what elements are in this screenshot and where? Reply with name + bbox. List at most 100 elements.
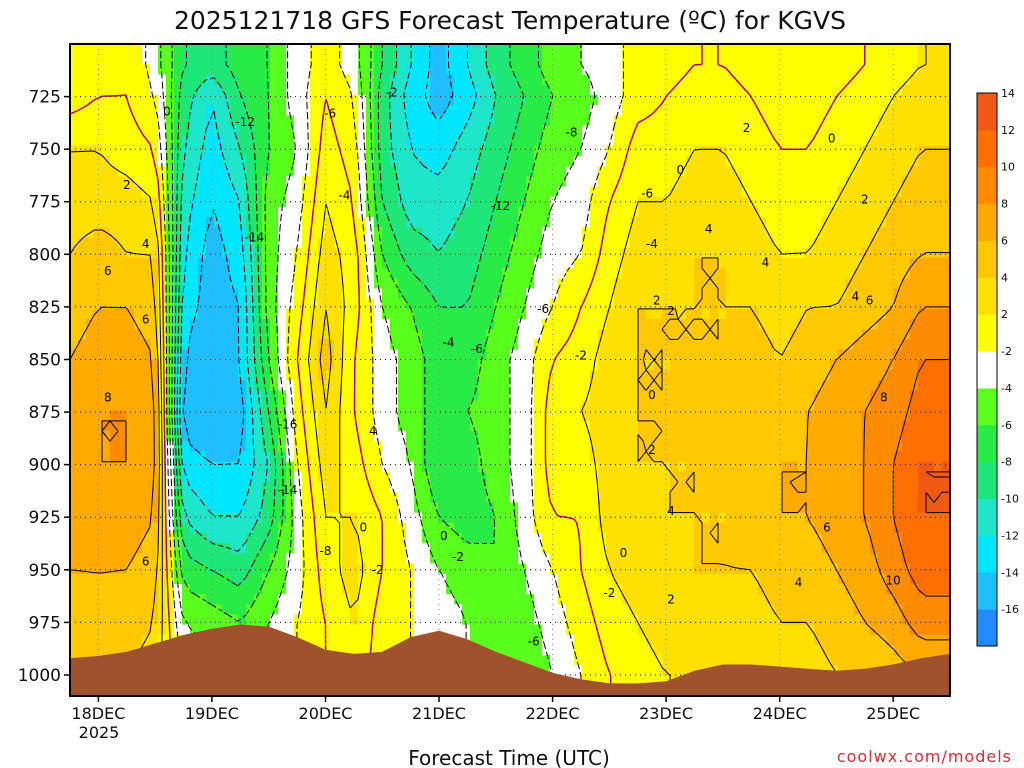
temperature-cell [502,237,511,249]
temperature-cell [606,64,615,76]
temperature-cell [214,156,223,167]
temperature-cell [446,64,455,76]
temperature-cell [526,512,535,524]
temperature-cell [270,115,279,127]
temperature-cell [118,156,127,167]
temperature-cell [190,257,199,269]
temperature-cell [406,105,415,116]
temperature-cell [110,645,119,656]
temperature-cell [278,533,287,544]
temperature-cell [622,604,631,616]
temperature-cell [294,533,303,544]
temperature-cell [662,268,671,279]
temperature-cell [470,329,479,341]
temperature-cell [158,54,167,65]
temperature-cell [254,298,263,310]
temperature-cell [134,217,143,228]
temperature-cell [342,573,351,585]
temperature-cell [302,563,311,575]
temperature-cell [318,594,327,605]
temperature-cell [510,370,519,381]
temperature-cell [550,522,559,534]
temperature-cell [334,553,343,565]
temperature-cell [438,431,447,442]
temperature-cell [102,156,111,167]
temperature-cell [174,125,183,137]
temperature-cell [566,268,575,279]
temperature-cell [86,207,95,218]
temperature-cell [238,512,247,524]
temperature-cell [174,176,183,188]
temperature-cell [310,492,319,504]
temperature-cell [350,441,359,453]
temperature-cell [110,634,119,646]
temperature-cell [614,522,623,534]
temperature-cell [582,54,591,65]
temperature-cell [118,94,127,106]
temperature-cell [270,482,279,493]
temperature-cell [222,227,231,239]
temperature-cell [654,268,663,279]
temperature-cell [374,339,383,351]
temperature-cell [102,217,111,228]
temperature-cell [366,44,375,55]
temperature-cell [502,298,511,310]
temperature-cell [190,522,199,534]
temperature-cell [414,115,423,127]
temperature-cell [470,359,479,371]
temperature-cell [366,227,375,239]
temperature-cell [462,319,471,330]
temperature-cell [190,604,199,616]
temperature-cell [494,298,503,310]
temperature-cell [494,624,503,636]
temperature-cell [622,655,631,667]
temperature-cell [558,156,567,167]
temperature-cell [630,624,639,636]
temperature-cell [182,237,191,249]
temperature-cell [110,186,119,198]
temperature-cell [374,471,383,483]
temperature-cell [598,64,607,76]
temperature-cell [118,288,127,300]
temperature-cell [78,573,87,585]
temperature-cell [382,533,391,544]
temperature-cell [398,84,407,96]
temperature-cell [374,329,383,341]
temperature-cell [342,268,351,279]
temperature-cell [110,604,119,616]
temperature-cell [302,380,311,391]
temperature-cell [166,573,175,585]
temperature-cell [302,451,311,463]
temperature-cell [550,308,559,320]
temperature-cell [206,217,215,228]
temperature-cell [566,665,575,677]
temperature-cell [254,84,263,96]
temperature-cell [614,512,623,524]
temperature-cell [462,196,471,208]
temperature-cell [246,594,255,605]
temperature-cell [422,166,431,178]
temperature-cell [566,349,575,361]
temperature-cell [86,186,95,198]
temperature-cell [606,370,615,381]
temperature-cell [182,522,191,534]
temperature-cell [518,634,527,646]
temperature-cell [142,370,151,381]
temperature-cell [102,645,111,656]
temperature-cell [254,74,263,86]
temperature-cell [630,44,639,55]
temperature-cell [86,217,95,228]
temperature-cell [406,441,415,453]
temperature-cell [326,410,335,422]
temperature-cell [558,441,567,453]
temperature-cell [86,400,95,412]
temperature-cell [358,634,367,646]
temperature-cell [406,84,415,96]
temperature-cell [574,329,583,341]
temperature-cell [510,237,519,249]
temperature-cell [246,135,255,147]
temperature-cell [262,410,271,422]
temperature-cell [438,451,447,463]
temperature-cell [94,135,103,147]
temperature-cell [478,176,487,188]
